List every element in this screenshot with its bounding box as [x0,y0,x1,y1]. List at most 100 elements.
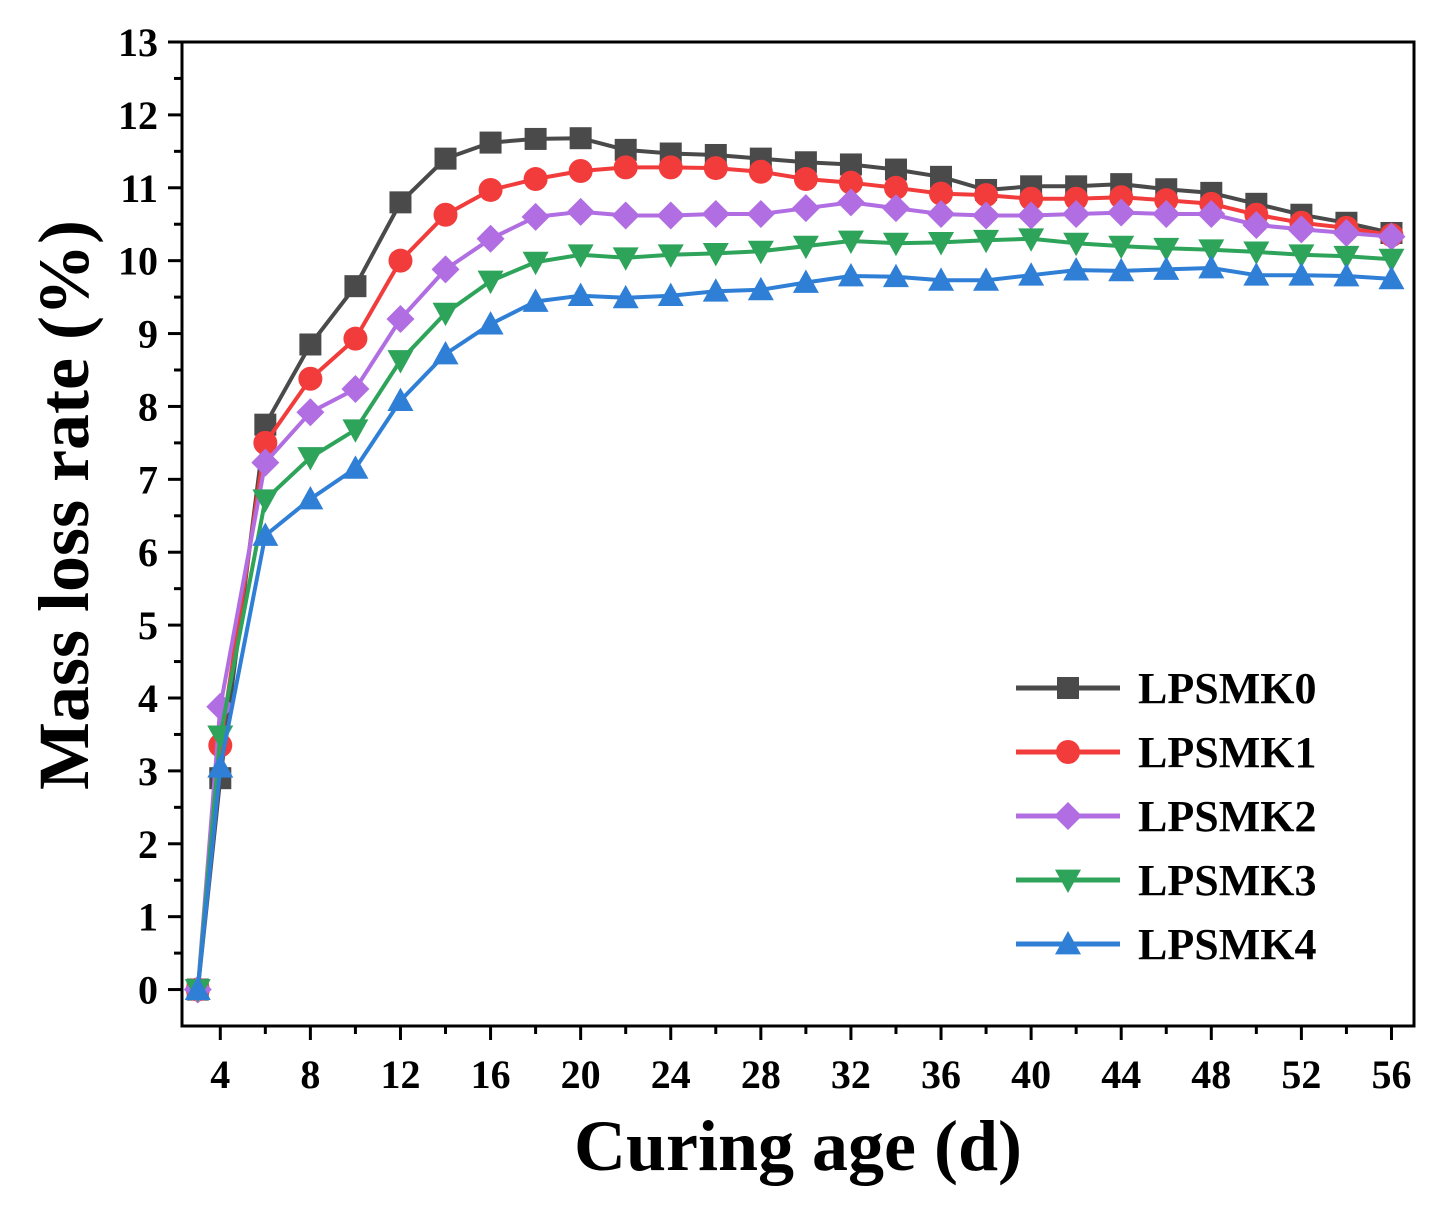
series-line-lpsmk1 [195,165,1392,990]
point-lpsmk4-16 [477,311,504,335]
y-tick-label-3: 3 [138,749,158,794]
x-axis-title: Curing age (d) [574,1106,1022,1186]
point-lpsmk3-16 [477,270,504,295]
y-tick-label-7: 7 [138,457,158,502]
point-lpsmk3-18 [522,251,549,276]
point-lpsmk2-30 [791,194,820,223]
point-lpsmk3-14 [432,302,459,327]
point-lpsmk4-18 [522,288,549,312]
point-lpsmk4-4 [207,754,234,778]
point-lpsmk4-54 [1333,262,1360,287]
point-lpsmk2-44 [1107,198,1136,227]
point-lpsmk4-12 [387,387,414,412]
point-lpsmk4-42 [1063,257,1090,281]
point-lpsmk0-22 [614,138,637,161]
point-lpsmk3-28 [747,240,774,265]
x-tick-label-4: 4 [210,1052,230,1097]
point-lpsmk1-8 [298,366,323,391]
x-tick-label-40: 40 [1011,1052,1051,1097]
legend-item-lpsmk1: LPSMK1 [1016,728,1316,777]
point-lpsmk2-16 [476,224,505,253]
point-lpsmk0-14 [434,147,457,170]
series-line-lpsmk2 [195,200,1392,990]
y-tick-label-10: 10 [118,239,158,284]
point-lpsmk4-26 [702,278,729,302]
point-lpsmk2-12 [386,304,415,333]
point-lpsmk0-18 [524,127,547,150]
point-lpsmk1-32 [838,170,863,195]
point-lpsmk3-20 [567,244,594,268]
point-lpsmk4-48 [1198,254,1225,279]
point-lpsmk3-56 [1378,248,1405,273]
y-tick-label-4: 4 [138,676,158,721]
point-lpsmk2-24 [656,201,685,230]
point-lpsmk2-34 [881,194,910,223]
point-lpsmk4-36 [928,267,955,291]
point-lpsmk0-16 [479,131,502,154]
point-lpsmk0-20 [569,127,592,150]
point-lpsmk3-10 [342,419,369,443]
point-lpsmk0-10 [344,275,367,298]
y-tick-label-2: 2 [138,822,158,867]
point-lpsmk4-10 [342,455,369,479]
point-lpsmk2-14 [431,255,460,284]
legend-label-lpsmk0: LPSMK0 [1138,664,1316,713]
point-lpsmk4-14 [432,340,459,365]
point-lpsmk4-44 [1108,257,1135,282]
point-lpsmk2-32 [836,188,865,217]
legend-marker-lpsmk4 [1055,931,1081,955]
point-lpsmk4-46 [1153,256,1180,280]
point-lpsmk3-12 [387,350,414,374]
point-lpsmk0-12 [389,191,412,214]
point-lpsmk3-34 [882,232,909,257]
point-lpsmk2-54 [1332,218,1361,247]
point-lpsmk3-40 [1018,228,1045,252]
point-lpsmk4-3 [184,976,211,1000]
point-lpsmk2-22 [611,201,640,230]
legend-marker-lpsmk1 [1056,740,1080,764]
point-lpsmk1-40 [1019,186,1044,211]
point-lpsmk3-50 [1243,241,1270,265]
point-lpsmk3-48 [1198,239,1225,263]
legend-marker-lpsmk2 [1054,802,1082,830]
y-tick-label-6: 6 [138,530,158,575]
point-lpsmk4-8 [297,486,324,510]
point-lpsmk2-56 [1377,222,1406,251]
x-tick-label-48: 48 [1191,1052,1231,1097]
point-lpsmk0-36 [930,165,953,188]
point-lpsmk4-32 [837,262,864,287]
point-lpsmk3-38 [973,229,1000,254]
y-axis-title: Mass loss rate (%) [24,220,104,790]
point-lpsmk1-26 [703,156,728,181]
point-lpsmk0-32 [839,153,862,176]
point-lpsmk2-48 [1197,200,1226,229]
point-lpsmk4-50 [1243,262,1270,286]
point-lpsmk0-34 [884,158,907,181]
point-lpsmk4-24 [657,282,684,307]
point-lpsmk2-28 [746,200,775,229]
point-lpsmk2-46 [1152,200,1181,229]
point-lpsmk2-36 [927,200,956,229]
point-lpsmk4-38 [973,267,1000,291]
point-lpsmk3-22 [612,247,639,271]
legend-label-lpsmk2: LPSMK2 [1138,792,1316,841]
point-lpsmk1-30 [793,167,818,192]
x-tick-label-44: 44 [1101,1052,1141,1097]
series-line-lpsmk0 [195,136,1392,990]
point-lpsmk4-20 [567,282,594,307]
legend-label-lpsmk4: LPSMK4 [1138,920,1316,969]
x-tick-label-24: 24 [651,1052,691,1097]
y-tick-label-13: 13 [118,20,158,65]
point-lpsmk2-6 [251,448,280,477]
point-lpsmk4-22 [612,284,639,309]
plot-frame [180,40,1416,1028]
legend-item-lpsmk0: LPSMK0 [1016,664,1316,713]
point-lpsmk3-54 [1333,245,1360,270]
point-lpsmk1-12 [388,248,413,273]
point-lpsmk2-8 [296,398,325,427]
legend-item-lpsmk2: LPSMK2 [1016,792,1316,841]
axis-ticks: 4 8 12 16 20 24 28 32 36 40 44 48 52 5601234567891011… [118,20,1411,1097]
series-layer [183,127,1406,1004]
legend-item-lpsmk3: LPSMK3 [1016,856,1316,905]
